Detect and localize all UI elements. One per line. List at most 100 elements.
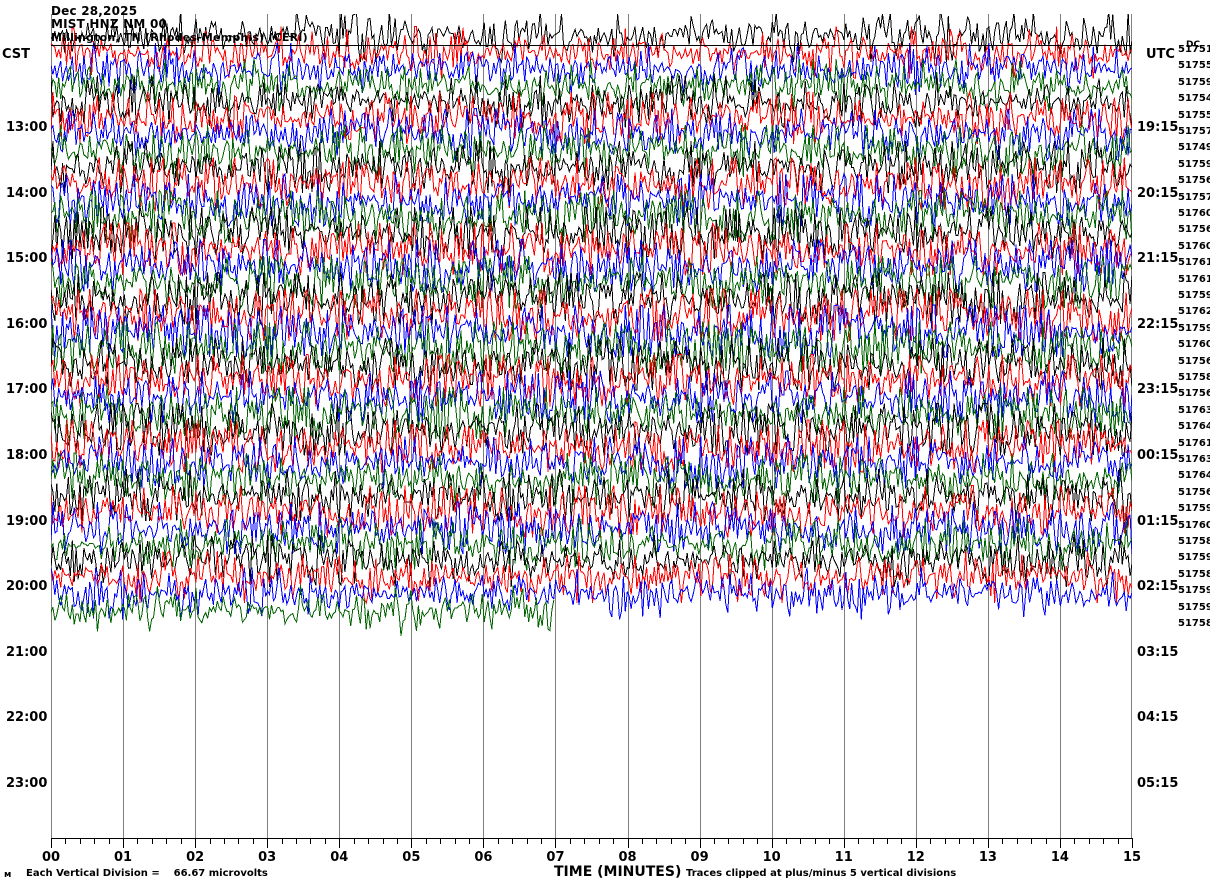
x-tick-major bbox=[195, 838, 196, 848]
seismic-trace bbox=[51, 255, 1132, 310]
dc-value: 51751 bbox=[1178, 44, 1210, 55]
right-time-label: 21:15 bbox=[1137, 251, 1179, 267]
x-tick-minor bbox=[642, 838, 643, 844]
x-tick-minor bbox=[1118, 838, 1119, 844]
seismic-trace bbox=[51, 468, 1132, 522]
dc-value: 51759 bbox=[1178, 503, 1210, 515]
x-tick-minor bbox=[858, 838, 859, 844]
dc-value: 51762 bbox=[1178, 306, 1210, 318]
x-tick-label: 03 bbox=[258, 850, 277, 865]
x-tick-minor bbox=[354, 838, 355, 844]
x-axis-baseline bbox=[51, 838, 1132, 839]
seismic-trace bbox=[51, 534, 1132, 587]
x-tick-minor bbox=[1046, 838, 1047, 844]
seismic-trace bbox=[51, 320, 1132, 375]
x-tick-minor bbox=[973, 838, 974, 844]
dc-value: 51759 bbox=[1178, 585, 1210, 597]
x-tick-minor bbox=[873, 838, 874, 844]
x-tick-label: 13 bbox=[978, 850, 997, 865]
x-tick-major bbox=[844, 838, 845, 848]
x-tick-minor bbox=[152, 838, 153, 844]
seismic-trace bbox=[51, 237, 1132, 294]
x-tick-major bbox=[916, 838, 917, 848]
x-tick-minor bbox=[512, 838, 513, 844]
x-tick-major bbox=[988, 838, 989, 848]
x-tick-label: 11 bbox=[834, 850, 853, 865]
dc-value: 51760 bbox=[1178, 240, 1210, 252]
x-tick-label: 10 bbox=[762, 850, 781, 865]
x-tick-label: 14 bbox=[1050, 850, 1069, 865]
x-tick-minor bbox=[685, 838, 686, 844]
x-tick-minor bbox=[397, 838, 398, 844]
x-tick-label: 09 bbox=[690, 850, 709, 865]
right-time-label: 03:15 bbox=[1137, 644, 1179, 660]
dc-value: 51759 bbox=[1178, 290, 1210, 301]
x-tick-label: 05 bbox=[402, 850, 421, 865]
seismic-trace bbox=[51, 42, 1132, 95]
dc-column-header: DC bbox=[1186, 40, 1201, 50]
dc-value: 51759 bbox=[1178, 552, 1210, 564]
x-tick-label: 15 bbox=[1122, 850, 1142, 865]
seismic-trace bbox=[51, 156, 1132, 212]
x-tick-major bbox=[700, 838, 701, 848]
x-tick-minor bbox=[498, 838, 499, 844]
left-time-label: 15:00 bbox=[6, 251, 48, 267]
dc-value: 51761 bbox=[1178, 437, 1210, 449]
x-tick-minor bbox=[945, 838, 946, 844]
dc-value: 51757 bbox=[1178, 191, 1210, 203]
seismic-trace bbox=[51, 172, 1132, 228]
gridline bbox=[339, 14, 340, 838]
x-tick-minor bbox=[1031, 838, 1032, 844]
seismic-traces bbox=[51, 14, 1132, 637]
x-tick-minor bbox=[238, 838, 239, 844]
x-tick-label: 12 bbox=[906, 850, 925, 865]
x-tick-minor bbox=[94, 838, 95, 844]
dc-value: 51758 bbox=[1178, 372, 1210, 383]
x-tick-minor bbox=[109, 838, 110, 844]
seismogram-plot bbox=[51, 14, 1132, 838]
x-tick-minor bbox=[310, 838, 311, 844]
x-tick-minor bbox=[959, 838, 960, 844]
seismic-trace bbox=[51, 500, 1132, 555]
x-tick-minor bbox=[887, 838, 888, 844]
x-tick-major bbox=[123, 838, 124, 848]
dc-value: 51756 bbox=[1178, 224, 1210, 236]
x-tick-major bbox=[1132, 838, 1133, 848]
x-tick-minor bbox=[570, 838, 571, 844]
x-tick-minor bbox=[671, 838, 672, 844]
dc-value: 51759 bbox=[1178, 158, 1210, 170]
dc-value: 51763 bbox=[1178, 454, 1210, 465]
seismic-trace bbox=[51, 386, 1132, 441]
right-time-label: 04:15 bbox=[1137, 710, 1179, 726]
x-tick-minor bbox=[80, 838, 81, 844]
x-tick-minor bbox=[714, 838, 715, 844]
x-tick-major bbox=[51, 838, 52, 848]
plot-left-border bbox=[51, 14, 52, 838]
vertical-division-note: Each Vertical Division = 66.67 microvolt… bbox=[26, 868, 268, 879]
dc-value: 51759 bbox=[1178, 601, 1210, 613]
x-tick-minor bbox=[613, 838, 614, 844]
dc-value: 51756 bbox=[1178, 486, 1210, 498]
left-axis-title: CST bbox=[2, 47, 31, 62]
x-tick-major bbox=[411, 838, 412, 848]
right-time-label: 19:15 bbox=[1137, 120, 1179, 135]
x-tick-minor bbox=[829, 838, 830, 844]
x-tick-minor bbox=[166, 838, 167, 844]
dc-value: 51758 bbox=[1178, 568, 1210, 580]
dc-value: 51749 bbox=[1178, 142, 1210, 154]
trace-clipping-note: Traces clipped at plus/minus 5 vertical … bbox=[686, 868, 957, 879]
x-tick-minor bbox=[426, 838, 427, 844]
x-tick-major bbox=[628, 838, 629, 848]
right-time-label: 23:15 bbox=[1137, 382, 1179, 398]
dc-value: 51760 bbox=[1178, 339, 1210, 351]
plot-top-rule bbox=[51, 45, 1132, 46]
x-tick-major bbox=[483, 838, 484, 848]
x-tick-minor bbox=[253, 838, 254, 844]
x-tick-label: 02 bbox=[186, 850, 205, 865]
seismic-trace bbox=[51, 287, 1132, 343]
x-tick-minor bbox=[1002, 838, 1003, 844]
x-axis bbox=[51, 838, 1133, 850]
seismic-trace bbox=[51, 353, 1132, 407]
left-time-label: 14:00 bbox=[6, 185, 48, 201]
